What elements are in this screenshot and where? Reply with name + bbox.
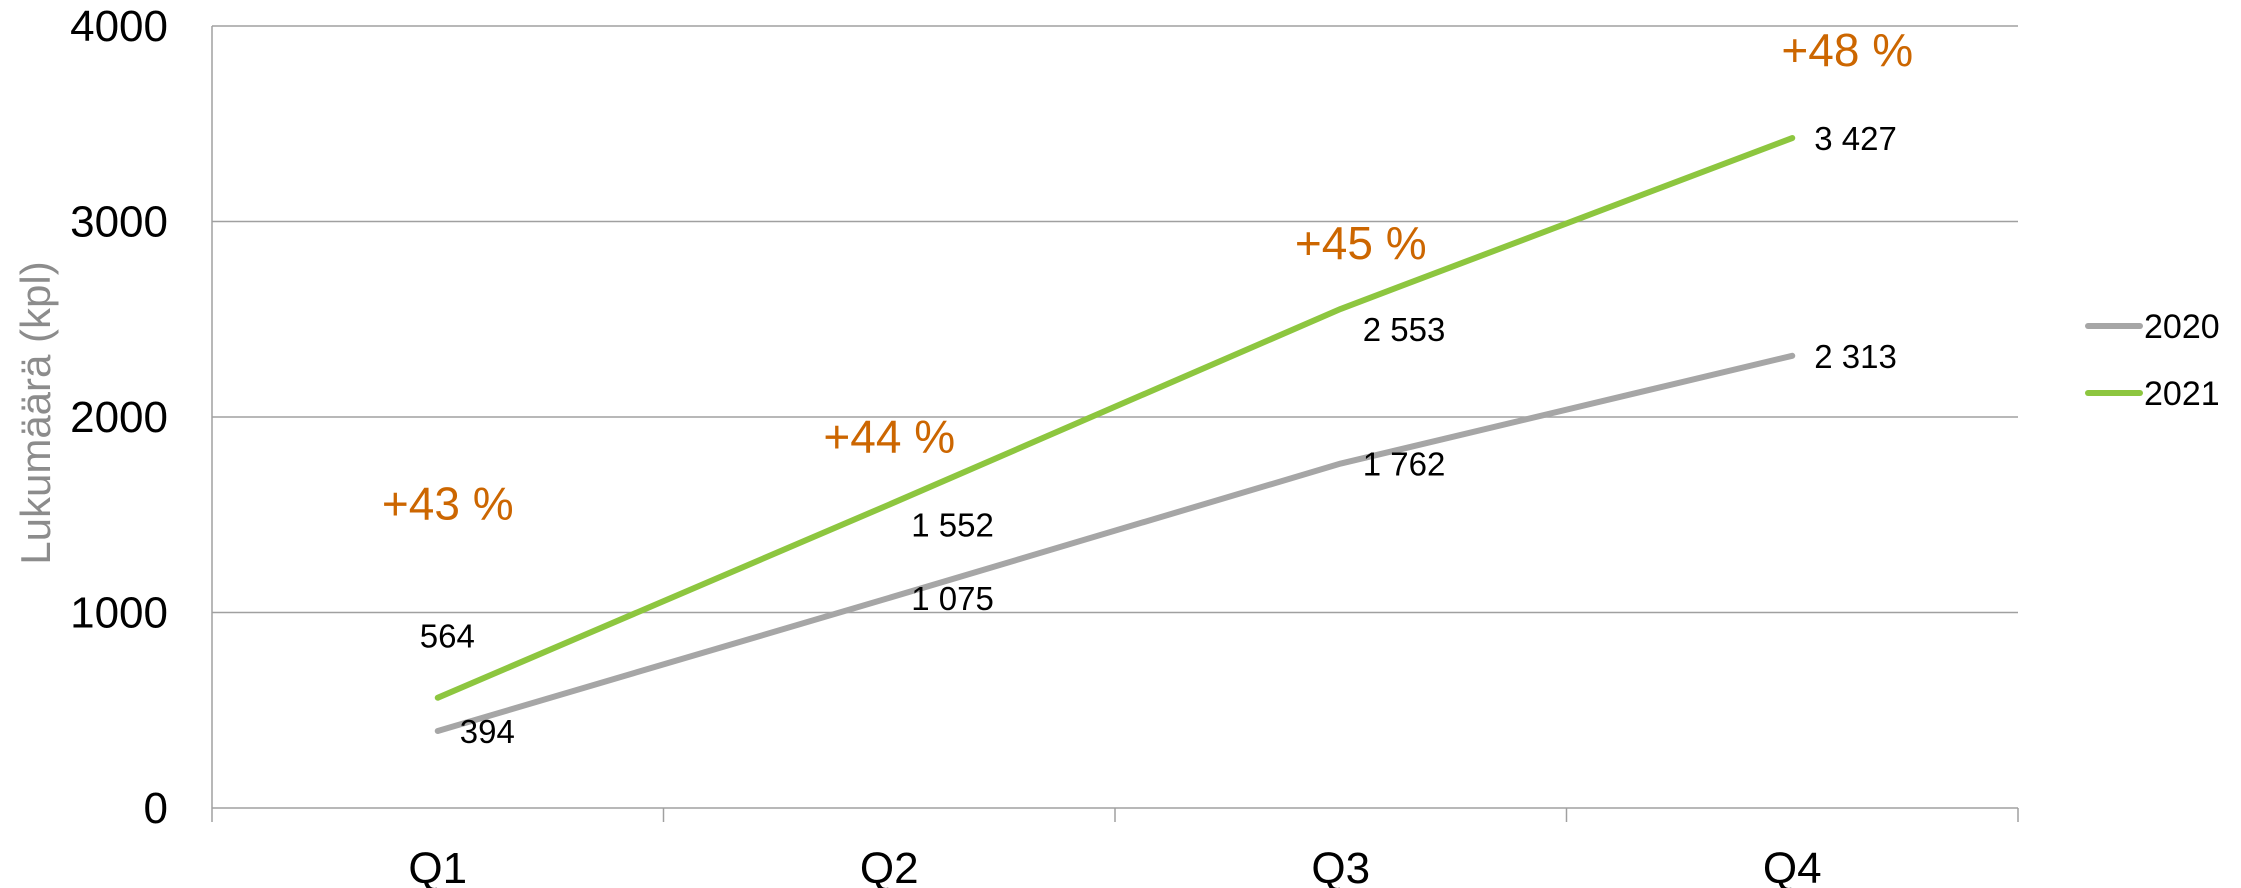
data-label-2020: 394 [460, 713, 515, 750]
x-tick-label: Q1 [408, 844, 467, 888]
growth-annotation: +48 % [1781, 24, 1913, 76]
data-label-2021: 1 552 [911, 507, 994, 544]
gridlines [212, 25, 2018, 614]
x-tick-label: Q2 [860, 844, 919, 888]
y-tick-label: 2000 [70, 393, 168, 442]
data-labels: 394 1 075 1 762 2 313 564 1 552 2 553 3 427 [420, 120, 1897, 750]
growth-annotation: +44 % [823, 411, 955, 463]
legend-label-2021: 2021 [2144, 375, 2220, 413]
y-tick-labels: 0 1000 2000 3000 4000 [70, 2, 168, 833]
data-label-2021: 564 [420, 618, 475, 655]
series-line-2020 [434, 352, 1796, 734]
y-tick-label: 1000 [70, 589, 168, 638]
data-label-2020: 1 075 [911, 580, 994, 617]
y-tick-label: 3000 [70, 198, 168, 247]
x-tick-labels: Q1 Q2 Q3 Q4 [408, 844, 1821, 888]
y-tick-label: 0 [144, 784, 168, 833]
series-line-2021 [434, 135, 1796, 701]
legend: 2020 2021 [2085, 308, 2220, 413]
data-label-2020: 1 762 [1363, 446, 1446, 483]
y-tick-label: 4000 [70, 2, 168, 51]
legend-label-2020: 2020 [2144, 308, 2220, 346]
series-lines [434, 135, 1796, 734]
data-label-2021: 3 427 [1814, 120, 1897, 157]
growth-annotation: +45 % [1295, 217, 1427, 269]
growth-annotations: +43 % +44 % +45 % +48 % [382, 24, 1913, 530]
x-tick-label: Q3 [1311, 844, 1370, 888]
data-label-2020: 2 313 [1814, 338, 1897, 375]
axes [211, 26, 2019, 822]
growth-annotation: +43 % [382, 478, 514, 530]
y-axis-label: Lukumäärä (kpl) [12, 261, 59, 564]
data-label-2021: 2 553 [1363, 311, 1446, 348]
x-tick-label: Q4 [1763, 844, 1822, 888]
